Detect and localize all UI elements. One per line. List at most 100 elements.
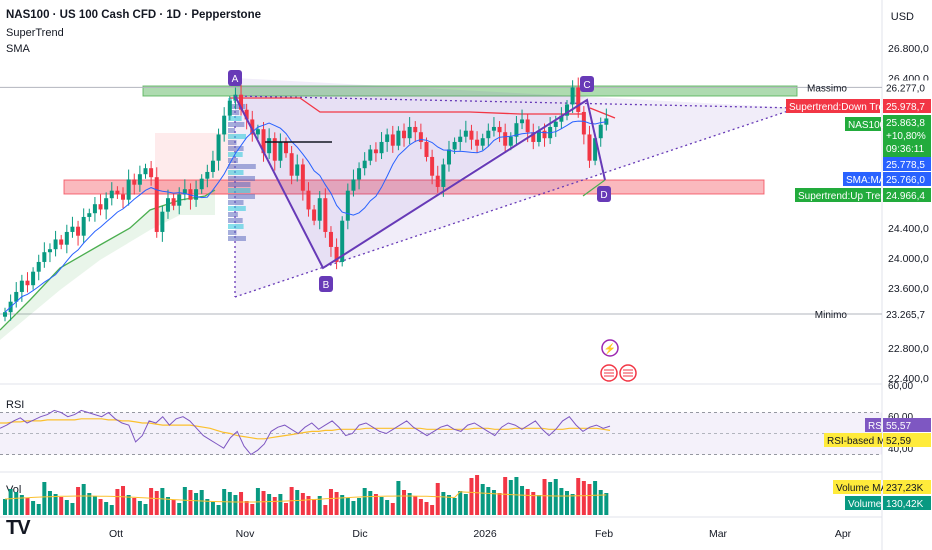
rsi-ma-tag-label: RSI-based MA [827,436,892,447]
volume-bar [98,499,103,515]
candle-body [345,190,350,221]
volume-bar [64,500,69,515]
volume-bar [480,484,485,515]
volume-bar [31,501,36,515]
volume-bar [362,488,367,515]
candle-body [593,138,598,161]
volume-bar [345,498,350,515]
candle-body [227,100,232,116]
volume-bar [216,505,221,515]
indicator-supertrend[interactable]: SuperTrend [6,27,64,39]
volume-profile-bar [228,194,256,199]
massimo-value: 26.277,0 [886,83,925,94]
supertrend-down-line-2 [589,107,616,119]
volume-bar [109,505,114,515]
candle-body [104,198,109,210]
rsi-tick: 60,00 [888,412,913,423]
volume-bar [559,488,564,515]
volume-bar [435,483,440,515]
volume-profile-bar [228,218,243,223]
candle-body [64,231,69,245]
volume-bar [154,491,159,515]
price-tick: 24.000,0 [888,253,929,265]
volume-bar [81,484,86,515]
candle-body [87,213,92,217]
volume-bar [25,498,30,515]
volume-profile-bar [228,164,256,169]
candle-body [576,87,581,112]
candle-body [165,198,170,212]
rsi-tag-label-bg [865,418,881,432]
st-down-label-bg [786,99,880,113]
price-tick: 26.800,0 [888,43,929,55]
volume-profile-bar [228,200,244,205]
volume-bar [390,503,395,515]
massimo-label: Massimo [807,83,847,94]
volume-profile-bar [228,110,240,115]
sma-label-bg [843,172,881,186]
candle-body [362,160,367,169]
time-axis-label: Mar [709,528,728,540]
indicator-sma[interactable]: SMA [6,43,30,55]
supertrend-up-fill [0,190,215,340]
volume-bar [486,487,491,515]
candle-body [446,149,451,165]
candle-body [149,168,154,178]
volume-profile-bar [228,140,237,145]
candle-body [143,168,148,175]
sma-value-bg [883,172,931,186]
candle-body [531,132,536,142]
candle-body [598,124,603,139]
candle-body [385,134,390,142]
candle-body [36,261,41,272]
pattern-point-label: A [232,74,239,85]
candle-body [312,209,317,221]
candle-body [284,141,288,154]
candle-body [306,190,311,210]
volume-bar [194,493,199,515]
volume-profile-bar [228,158,238,163]
volume-bar [165,497,170,515]
candle-body [92,204,97,214]
sma-label: SMA:MA [846,175,886,186]
pattern-point-b [319,276,333,292]
candle-body [604,118,609,125]
candle-body [373,149,378,154]
st-down-label: Supertrend:Down Trend [789,102,895,113]
sma-price: 25.778,5 [886,160,925,171]
volume-value-bg [883,496,931,510]
volume-profile-bar [228,104,246,109]
minimo-value: 23.265,7 [886,310,925,321]
candle-body [503,132,508,146]
rsi-tag-value-bg [883,418,931,432]
rsi-ma-tag-value: 52,59 [886,436,911,447]
volume-bar [132,498,137,515]
candle-body [3,312,7,317]
candle-body [424,141,429,157]
volume-bar [87,493,92,515]
volume-pane-label: Vol [6,484,21,496]
volume-profile-bar [228,206,246,211]
last-price: 25.863,8 [886,118,925,129]
st-up-value-bg [883,188,931,202]
currency-label[interactable]: USD [890,11,914,23]
time-axis-label: Ott [109,528,123,540]
candle-body [520,119,525,124]
volume-bar [244,501,249,515]
volume-bar [475,475,480,515]
candle-body [255,129,260,135]
candle-body [396,130,401,146]
volume-bar [340,495,345,515]
volume-bar [385,500,390,515]
rsi-line [0,409,611,456]
volume-bar [418,499,423,515]
st-up-label-bg [795,188,881,202]
volume-bar [8,489,13,515]
volume-bar [227,492,232,515]
candle-body [14,291,19,302]
volume-bar [53,494,58,515]
candle-body [81,216,86,236]
rsi-tag-value: 55,57 [886,421,911,432]
candle-body [216,134,221,161]
